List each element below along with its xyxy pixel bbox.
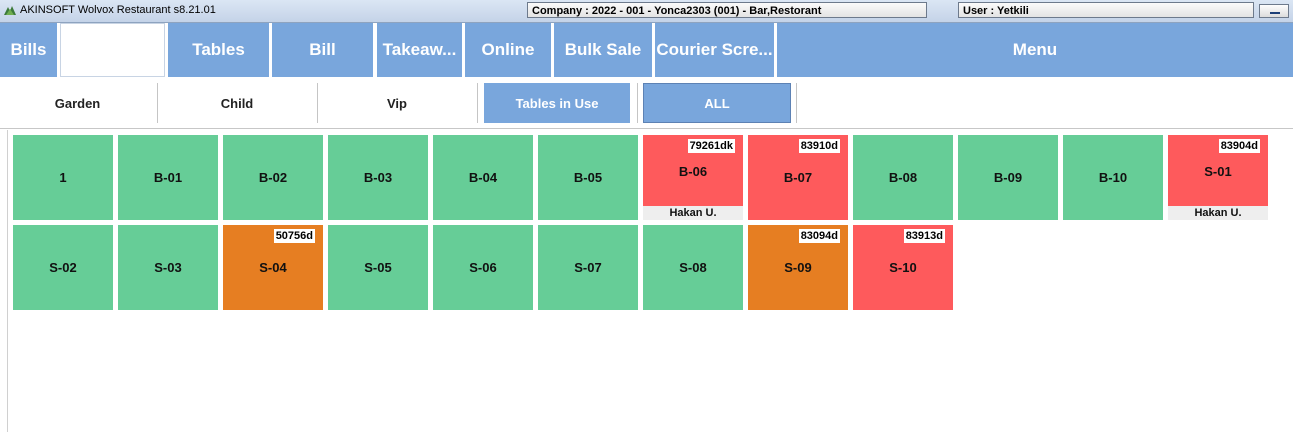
nav-bulk-sale-button[interactable]: Bulk Sale <box>554 23 652 77</box>
filter-divider <box>477 83 478 123</box>
table-tile[interactable]: S-01 83904d Hakan U. <box>1168 135 1268 220</box>
table-tile[interactable]: B-05 <box>538 135 638 220</box>
table-tile[interactable]: S-06 <box>433 225 533 310</box>
table-name: S-03 <box>154 260 182 275</box>
table-tile[interactable]: B-07 83910d <box>748 135 848 220</box>
table-name: 1 <box>59 170 67 185</box>
nav-bills-button[interactable]: Bills <box>0 23 57 77</box>
table-grid: 1 B-01 B-02 B-03 B-04 B-05 B-06 79261dk Hakan U.… <box>7 130 1293 432</box>
table-tile[interactable]: B-08 <box>853 135 953 220</box>
table-tile[interactable]: S-02 <box>13 225 113 310</box>
table-tile[interactable]: S-07 <box>538 225 638 310</box>
nav-bill-button[interactable]: Bill <box>272 23 373 77</box>
table-tile[interactable]: B-01 <box>118 135 218 220</box>
table-tile[interactable]: B-04 <box>433 135 533 220</box>
table-tile[interactable]: B-03 <box>328 135 428 220</box>
table-name: B-09 <box>993 170 1023 185</box>
filter-divider <box>637 83 638 123</box>
waiter-name: Hakan U. <box>643 206 743 220</box>
bill-number-badge: 50756d <box>273 229 315 243</box>
bill-number-badge: 83094d <box>798 229 840 243</box>
company-field[interactable]: Company : 2022 - 001 - Yonca2303 (001) -… <box>527 2 927 18</box>
table-name: B-07 <box>783 170 813 185</box>
filter-all-tab[interactable]: ALL <box>643 83 791 123</box>
nav-blank-button[interactable] <box>60 23 165 77</box>
table-name: B-05 <box>573 170 603 185</box>
table-name: B-08 <box>888 170 918 185</box>
bill-number-badge: 83904d <box>1218 139 1260 153</box>
nav-menu-button[interactable]: Menu <box>777 23 1293 77</box>
table-tile[interactable]: S-08 <box>643 225 743 310</box>
table-tile[interactable]: S-03 <box>118 225 218 310</box>
app-logo-icon <box>4 6 16 15</box>
nav-tables-button[interactable]: Tables <box>168 23 269 77</box>
waiter-name: Hakan U. <box>1168 206 1268 220</box>
table-tile[interactable]: S-10 83913d <box>853 225 953 310</box>
table-tile[interactable]: B-06 79261dk Hakan U. <box>643 135 743 220</box>
top-nav: Bills Tables Bill Takeaw... Online Bulk … <box>0 23 1293 77</box>
table-name: S-10 <box>889 260 917 275</box>
table-name: S-09 <box>784 260 812 275</box>
bill-number-badge: 83913d <box>903 229 945 243</box>
table-name: S-05 <box>364 260 392 275</box>
bill-number-badge: 79261dk <box>687 139 735 153</box>
filter-tables-in-use-tab[interactable]: Tables in Use <box>484 83 630 123</box>
table-name: S-08 <box>679 260 707 275</box>
table-tile[interactable]: B-09 <box>958 135 1058 220</box>
filter-divider <box>157 83 158 123</box>
minimize-button[interactable] <box>1259 4 1289 18</box>
table-filter-bar: Garden Child Vip Tables in Use ALL <box>0 78 1293 129</box>
table-name: B-06 <box>678 164 708 179</box>
table-name: B-03 <box>363 170 393 185</box>
app-title: AKINSOFT Wolvox Restaurant s8.21.01 <box>20 4 216 16</box>
table-name: S-06 <box>469 260 497 275</box>
table-name: B-02 <box>258 170 288 185</box>
table-name: S-04 <box>259 260 287 275</box>
filter-divider <box>796 83 797 123</box>
table-tile[interactable]: S-09 83094d <box>748 225 848 310</box>
bill-number-badge: 83910d <box>798 139 840 153</box>
window-title-bar: AKINSOFT Wolvox Restaurant s8.21.01 Comp… <box>0 0 1293 23</box>
table-name: S-01 <box>1204 164 1232 179</box>
filter-vip-tab[interactable]: Vip <box>387 95 407 111</box>
table-name: S-02 <box>49 260 77 275</box>
table-tile[interactable]: S-05 <box>328 225 428 310</box>
table-tile[interactable]: B-10 <box>1063 135 1163 220</box>
nav-online-button[interactable]: Online <box>465 23 551 77</box>
filter-garden-tab[interactable]: Garden <box>54 95 101 111</box>
table-name: B-10 <box>1098 170 1128 185</box>
table-name: B-01 <box>153 170 183 185</box>
nav-courier-screen-button[interactable]: Courier Scre... <box>655 23 774 77</box>
user-field[interactable]: User : Yetkili <box>958 2 1254 18</box>
table-name: B-04 <box>468 170 498 185</box>
table-tile[interactable]: S-04 50756d <box>223 225 323 310</box>
filter-divider <box>317 83 318 123</box>
nav-takeaway-button[interactable]: Takeaw... <box>377 23 462 77</box>
table-tile[interactable]: B-02 <box>223 135 323 220</box>
filter-child-tab[interactable]: Child <box>220 95 254 111</box>
table-name: S-07 <box>574 260 602 275</box>
table-tile[interactable]: 1 <box>13 135 113 220</box>
